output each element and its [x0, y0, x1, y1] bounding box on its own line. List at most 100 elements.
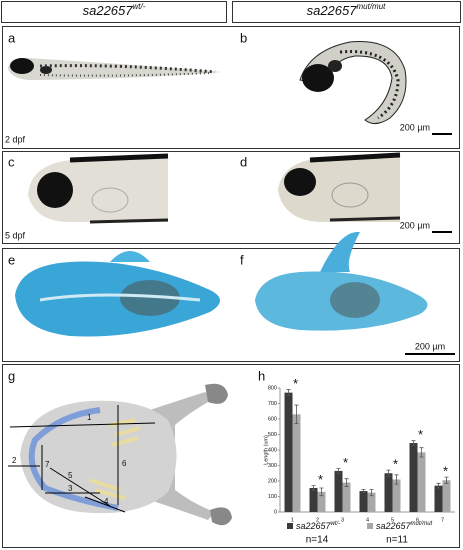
legend-entry: sa22657wt/-	[296, 521, 340, 532]
panel-letter: e	[8, 252, 15, 267]
measure-number: 1	[87, 413, 92, 422]
bar	[342, 482, 351, 512]
measure-number: 2	[12, 456, 17, 465]
legend-sup: wt/-	[331, 521, 341, 527]
larva-image	[8, 58, 222, 80]
significance-star: *	[418, 427, 423, 442]
panel-letter: g	[8, 368, 15, 383]
panel-letter: a	[8, 30, 16, 45]
legend-swatch	[287, 523, 293, 529]
y-tick-label: 800	[268, 385, 277, 391]
skeleton-image	[255, 231, 428, 331]
significance-star: *	[393, 457, 398, 472]
legend-name: sa22657	[296, 521, 332, 531]
legend-name: sa22657	[376, 521, 412, 531]
y-tick-label: 300	[268, 463, 277, 469]
error-bar	[444, 476, 449, 484]
stage-label: 5 dpf	[5, 230, 26, 240]
significance-star: *	[318, 472, 323, 487]
measure-number: 7	[45, 460, 50, 469]
skeleton-image	[15, 251, 220, 337]
x-tick-label: 6	[416, 517, 419, 523]
bar-chart: 0 100 200 300 400 500 600 700 800 1 * 2 * 3 * 4 5 * 6 * 7 * sa…	[268, 376, 455, 546]
measure-number: 4	[104, 497, 109, 506]
error-bar	[386, 469, 391, 477]
y-tick-label: 500	[268, 432, 277, 438]
y-tick-label: 600	[268, 416, 277, 422]
header-genotype: sa22657wt/-	[83, 2, 146, 18]
x-tick-label: 7	[441, 517, 444, 523]
error-bar	[369, 489, 374, 497]
panel-frame	[2, 364, 460, 548]
error-bar	[411, 440, 416, 446]
larva-image	[299, 41, 407, 124]
x-tick-label: 4	[366, 517, 369, 523]
error-bar	[419, 447, 424, 458]
panel-letter: d	[240, 154, 247, 169]
header-box	[1, 1, 227, 23]
x-tick-label: 5	[391, 517, 394, 523]
scale-label: 200 µm	[400, 220, 430, 230]
legend-n: n=11	[386, 535, 408, 546]
panel-letter: f	[240, 252, 244, 267]
measure-number: 3	[68, 484, 73, 493]
error-bar	[344, 478, 349, 487]
error-bar	[286, 389, 291, 397]
error-bar	[336, 468, 341, 474]
significance-star: *	[343, 455, 348, 470]
genotype-sup: mut/mut	[356, 2, 386, 11]
y-tick-label: 0	[274, 509, 277, 515]
bar	[442, 480, 451, 512]
bar	[434, 485, 443, 512]
error-bar	[294, 404, 299, 425]
legend-swatch	[367, 523, 373, 529]
error-bar	[311, 485, 316, 491]
larva-head-image	[28, 153, 169, 224]
error-bar	[361, 489, 366, 494]
panel-frame	[2, 151, 460, 244]
panel-frame	[2, 26, 460, 149]
bar	[317, 491, 326, 512]
header-box	[232, 1, 461, 23]
y-tick-label: 200	[268, 478, 277, 484]
bar	[392, 479, 401, 512]
panel-frame	[2, 248, 460, 362]
x-tick-label: 2	[316, 517, 319, 523]
error-bar	[319, 487, 324, 497]
genotype-base: sa22657	[83, 3, 134, 18]
bar	[309, 487, 318, 512]
error-bar	[436, 482, 441, 489]
bar	[409, 443, 418, 512]
bar	[359, 491, 368, 512]
scale-label: 200 µm	[400, 122, 430, 132]
panel-letter: b	[240, 30, 247, 45]
legend-entry: sa22657mut/mut	[376, 521, 433, 532]
panel-letter: c	[8, 154, 15, 169]
bar	[334, 470, 343, 512]
larva-head-image	[278, 152, 401, 222]
bar	[384, 473, 393, 512]
significance-star: *	[443, 464, 448, 479]
legend-sup: mut/mut	[411, 521, 433, 527]
y-tick-label: 100	[268, 494, 277, 500]
panel-letter: h	[258, 368, 265, 383]
genotype-sup: wt/-	[133, 2, 146, 11]
measure-number: 5	[68, 471, 73, 480]
x-tick-label: 3	[341, 517, 344, 523]
y-tick-label: 400	[268, 447, 277, 453]
scale-label: 200 µm	[415, 341, 445, 351]
legend-n: n=14	[306, 535, 329, 546]
header-genotype: sa22657mut/mut	[307, 2, 387, 18]
bar	[417, 452, 426, 512]
y-axis-label: Length (um)	[263, 435, 269, 465]
significance-star: *	[293, 376, 298, 391]
error-bar	[394, 474, 399, 485]
bar	[367, 492, 376, 512]
measure-number: 6	[122, 459, 127, 468]
genotype-base: sa22657	[307, 3, 358, 18]
x-tick-label: 1	[291, 517, 294, 523]
y-tick-label: 700	[268, 401, 277, 407]
stage-label: 2 dpf	[5, 134, 26, 144]
bar	[284, 392, 293, 512]
